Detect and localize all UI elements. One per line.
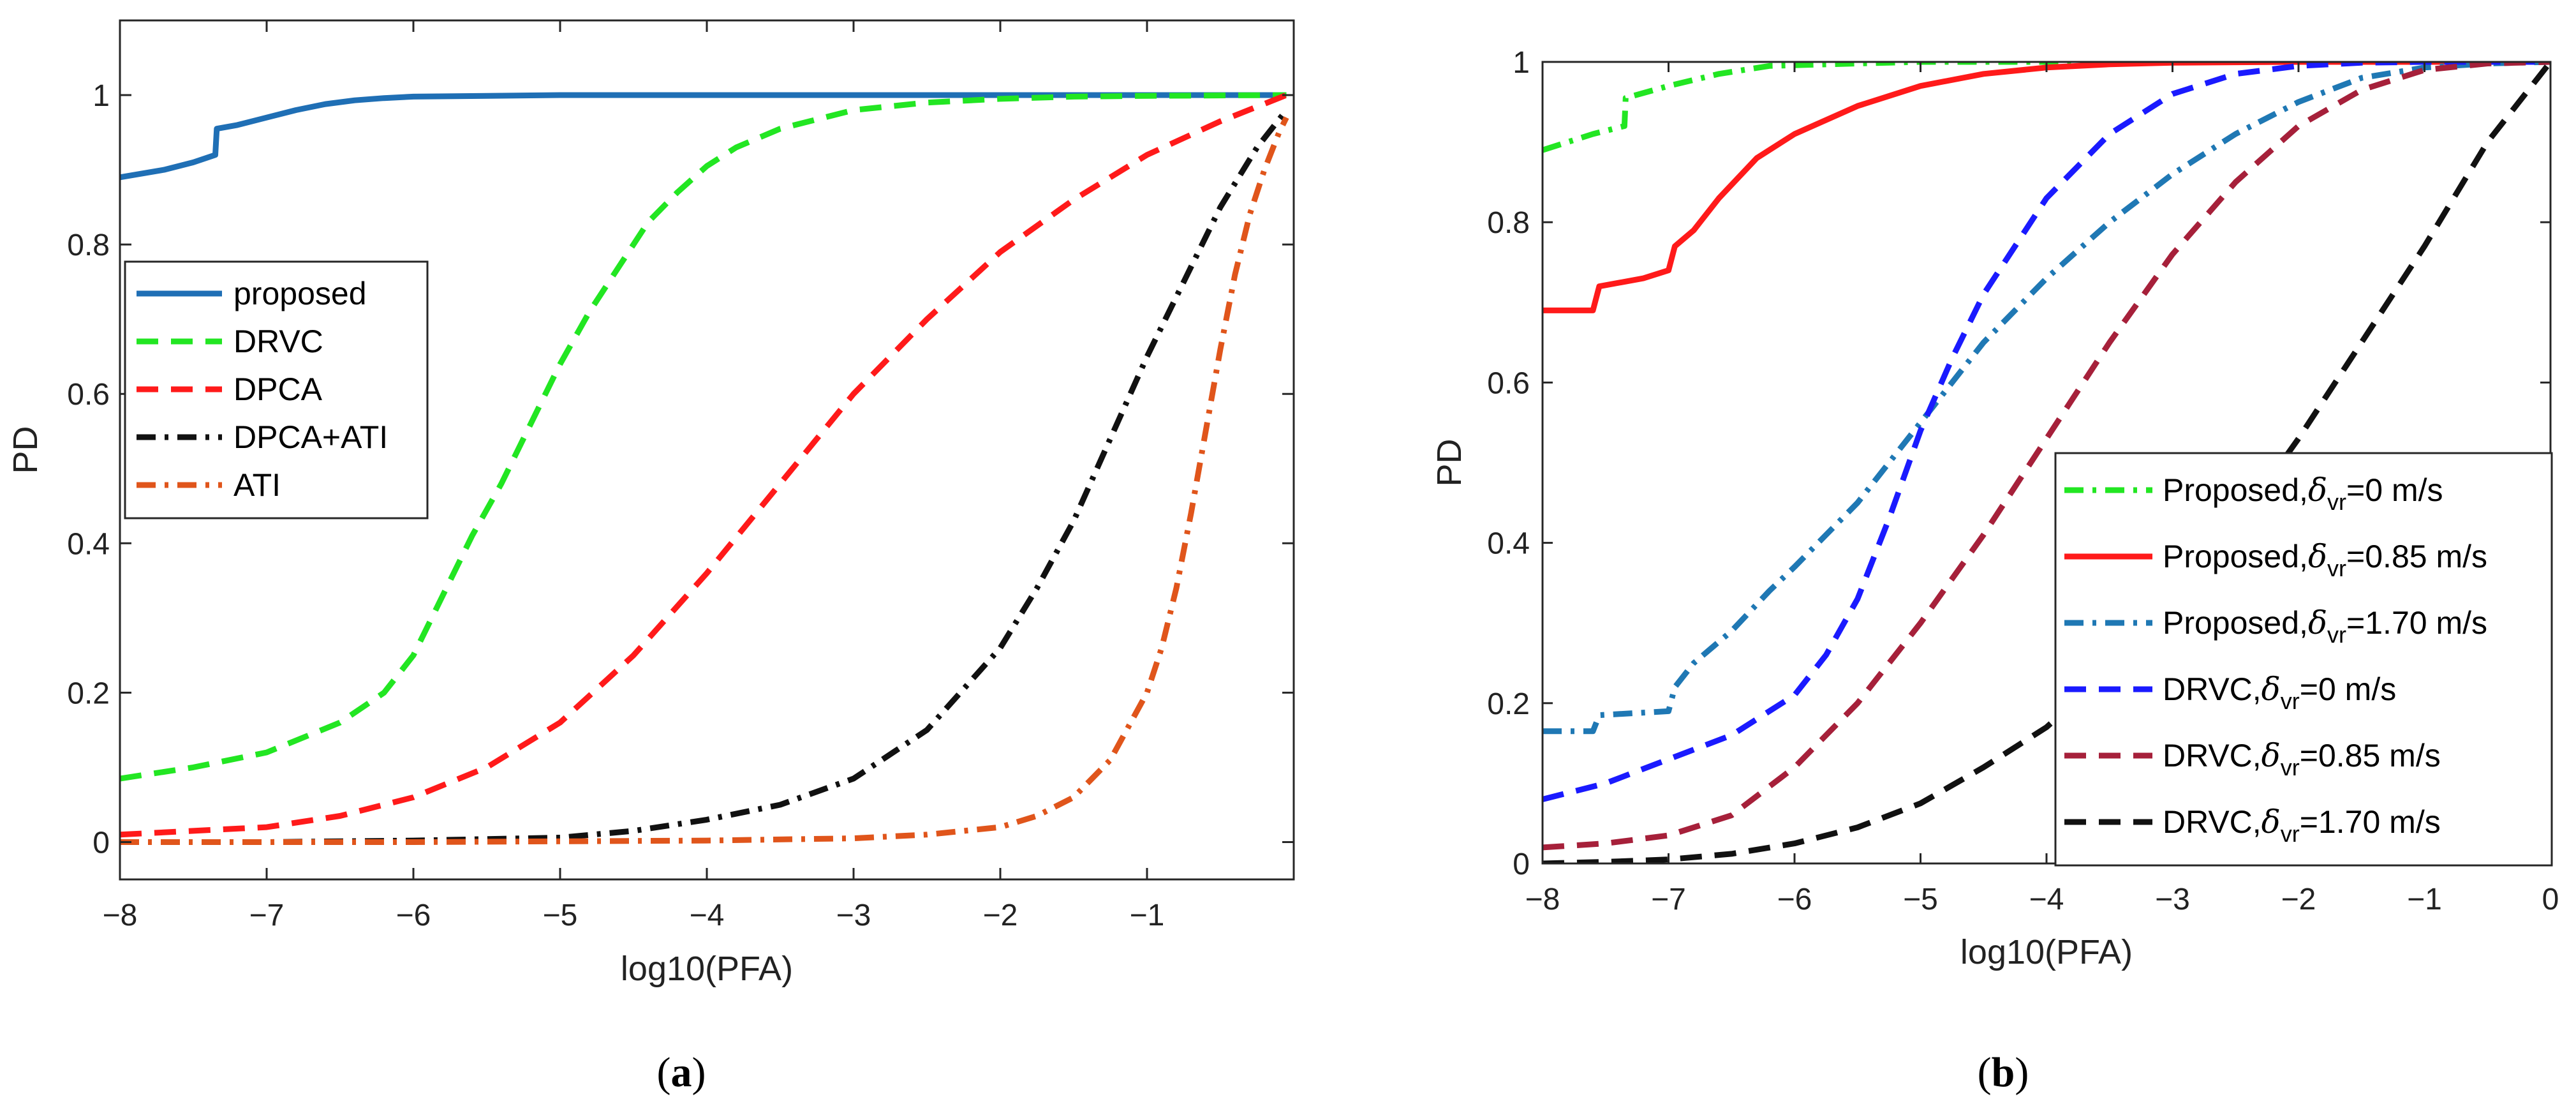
panel-a-curves xyxy=(120,92,1289,845)
x-tick-label: −1 xyxy=(1130,899,1165,932)
y-tick-label: 0.8 xyxy=(67,228,110,262)
panel-a-x-axis-label: log10(PFA) xyxy=(621,950,793,988)
legend-label-drvc-0-85-m-s: DRVC,δvr=0.85 m/s xyxy=(2163,737,2441,781)
x-tick-label: −2 xyxy=(2281,883,2316,916)
x-tick-label: −6 xyxy=(396,899,431,932)
panel-a-y-tick-labels: 0 0.2 0.4 0.6 0.8 1 xyxy=(67,79,110,860)
series-line-b-drvc-0-m-s xyxy=(1543,62,2550,802)
panel-b-legend-lines xyxy=(2064,487,2152,825)
x-tick-label: −2 xyxy=(983,899,1018,932)
panel-a-x-tick-labels: −8 −7 −6 −5 −4 −3 −2 −1 xyxy=(103,899,1165,932)
x-tick-label: −4 xyxy=(2029,883,2064,916)
panel-a-caption: (a) xyxy=(657,1049,706,1096)
panel-a-chart: −8 −7 −6 −5 −4 −3 −2 −1 0 0.2 0.4 0.6 0.8 1 log10(PF… xyxy=(6,19,1295,1096)
series-line-a-dpca xyxy=(120,92,1288,838)
panel-b-legend-box xyxy=(2054,452,2553,867)
x-tick-label: −5 xyxy=(543,899,578,932)
series-line-b-proposed-1-70-m-s xyxy=(1543,62,2550,735)
legend-label-proposed-1-70-m-s: Proposed,δvr=1.70 m/s xyxy=(2163,604,2487,648)
panel-a-ticks xyxy=(119,20,1294,879)
panel-b-y-tick-labels: 0 0.2 0.4 0.6 0.8 1 xyxy=(1487,46,1530,881)
panel-b-caption: (b) xyxy=(1978,1049,2029,1096)
x-tick-label: −5 xyxy=(1903,883,1938,916)
legend-label-drvc: DRVC xyxy=(233,324,323,359)
y-tick-label: 0.8 xyxy=(1487,206,1530,240)
legend-label-drvc-0-m-s: DRVC,δvr=0 m/s xyxy=(2163,671,2396,714)
panel-a-y-axis-label: PD xyxy=(6,426,45,474)
legend-label-ati: ATI xyxy=(233,467,281,503)
x-tick-label: −4 xyxy=(690,899,725,932)
legend-label-dpca: DPCA xyxy=(233,371,323,407)
panel-b-x-tick-labels: −8 −7 −6 −5 −4 −3 −2 −1 0 xyxy=(1525,883,2559,916)
panel-b-x-axis-label: log10(PFA) xyxy=(1960,933,2133,971)
x-tick-label: −7 xyxy=(1651,883,1686,916)
legend-label-dpca-ati: DPCA+ATI xyxy=(233,419,388,455)
y-tick-label: 0 xyxy=(1513,848,1530,881)
x-tick-label: −8 xyxy=(1525,883,1560,916)
y-tick-label: 1 xyxy=(93,79,110,113)
x-tick-label: −3 xyxy=(2155,883,2190,916)
x-tick-label: 0 xyxy=(2542,883,2559,916)
x-tick-label: −7 xyxy=(249,899,285,932)
y-tick-label: 0.2 xyxy=(1487,687,1530,721)
legend-label-drvc-1-70-m-s: DRVC,δvr=1.70 m/s xyxy=(2163,803,2441,847)
panel-a-legend: proposed DRVC DPCA DPCA+ATI ATI xyxy=(124,260,429,519)
series-line-a-dpca-ati xyxy=(120,108,1289,845)
x-tick-label: −1 xyxy=(2407,883,2442,916)
series-line-b-proposed-0-m-s xyxy=(1543,62,2550,153)
series-line-a-drvc xyxy=(120,92,1287,782)
y-tick-label: 1 xyxy=(1513,46,1530,80)
y-tick-label: 0 xyxy=(93,826,110,860)
y-tick-label: 0.2 xyxy=(67,676,110,710)
x-tick-label: −3 xyxy=(836,899,871,932)
panel-b-y-axis-label: PD xyxy=(1430,438,1469,486)
series-line-b-proposed-0-85-m-s xyxy=(1543,62,2550,313)
series-line-a-ati xyxy=(120,116,1289,845)
panel-b-legend: Proposed,δvr=0 m/s Proposed,δvr=0.85 m/s P… xyxy=(2054,452,2553,867)
x-tick-label: −8 xyxy=(103,899,138,932)
series-line-b-drvc-0-85-m-s xyxy=(1543,62,2550,851)
y-tick-label: 0.4 xyxy=(1487,527,1530,561)
y-tick-label: 0.4 xyxy=(67,527,110,561)
x-tick-label: −6 xyxy=(1777,883,1812,916)
panel-b-chart: −8 −7 −6 −5 −4 −3 −2 −1 0 0 0.2 0.4 0.6 0.8 1 log10(P… xyxy=(1430,46,2559,1096)
y-tick-label: 0.6 xyxy=(67,378,110,412)
series-line-a-proposed xyxy=(120,92,1287,181)
panel-b-legend-labels: Proposed,δvr=0 m/s Proposed,δvr=0.85 m/s P… xyxy=(2163,472,2487,847)
series-line-b-drvc-1-70-m-s xyxy=(1543,62,2550,863)
legend-label-proposed-0-m-s: Proposed,δvr=0 m/s xyxy=(2163,472,2443,515)
legend-label-proposed-0-85-m-s: Proposed,δvr=0.85 m/s xyxy=(2163,538,2487,581)
y-tick-label: 0.6 xyxy=(1487,366,1530,400)
legend-label-proposed: proposed xyxy=(233,276,367,311)
panel-a-legend-lines xyxy=(137,290,222,488)
